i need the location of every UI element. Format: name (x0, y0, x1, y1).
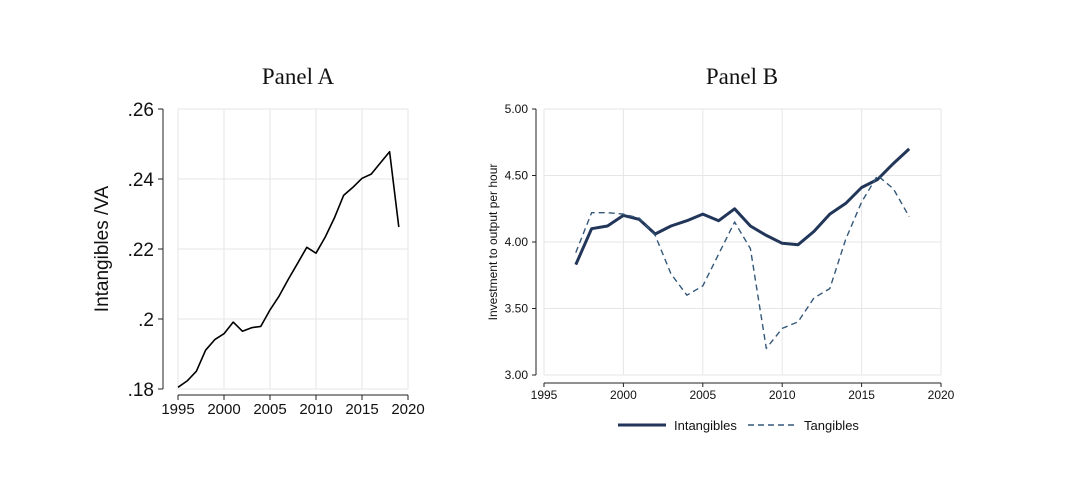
panel-a-axes (162, 109, 408, 396)
x-tick-label: 2010 (299, 401, 332, 418)
series-line-intangibles (574, 147, 911, 266)
legend-intangibles-label: Intangibles (674, 418, 737, 433)
panel-b-ticks: 1995 2000 2005 2010 2015 2020 3.00 3.50 4.00 4.50… (505, 102, 955, 402)
y-tick-label: 5.00 (505, 102, 529, 116)
y-tick-label: .26 (128, 100, 154, 121)
y-tick-label: 3.50 (505, 302, 529, 316)
x-tick-label: 2010 (769, 388, 796, 402)
series-line-tangibles (575, 174, 910, 350)
panel-b-title: Panel B (706, 64, 778, 89)
panel-b-legend: Intangibles Tangibles (618, 418, 859, 433)
panel-b-y-axis-label: Investment to output per hour (486, 164, 500, 321)
panel-a: Panel A Intangibles /VA 1995 2000 2005 2010… (92, 64, 425, 418)
panel-b-grid (543, 108, 942, 376)
x-tick-label: 2000 (610, 388, 637, 402)
panel-a-ticks: 1995 2000 2005 2010 2015 2020 .18 .2 .22 .24 .26 (128, 100, 425, 418)
x-tick-label: 2005 (689, 388, 716, 402)
panel-a-y-axis-label: Intangibles /VA (92, 185, 113, 312)
y-tick-label: 4.00 (505, 235, 529, 249)
panel-b-axes (535, 109, 941, 384)
x-tick-label: 2005 (253, 401, 286, 418)
panel-b: Panel B Investment to output per hour 19… (486, 64, 955, 433)
x-tick-label: 2000 (207, 401, 240, 418)
y-tick-label: .2 (138, 310, 154, 331)
x-tick-label: 2015 (345, 401, 378, 418)
x-tick-label: 2020 (928, 388, 955, 402)
series-line-main (177, 150, 400, 388)
y-tick-label: 4.50 (505, 169, 529, 183)
x-tick-label: 1995 (161, 401, 194, 418)
y-tick-label: .18 (128, 380, 154, 401)
x-tick-label: 2020 (391, 401, 424, 418)
y-tick-label: .24 (128, 170, 155, 191)
x-tick-label: 2015 (848, 388, 875, 402)
panel-a-title: Panel A (262, 64, 335, 89)
panel-a-series (177, 150, 400, 388)
panel-a-grid (177, 108, 409, 390)
y-tick-label: .22 (128, 240, 154, 261)
y-tick-label: 3.00 (505, 368, 529, 382)
x-tick-label: 1995 (531, 388, 558, 402)
panel-b-series (574, 147, 911, 350)
legend-tangibles-label: Tangibles (804, 418, 859, 433)
